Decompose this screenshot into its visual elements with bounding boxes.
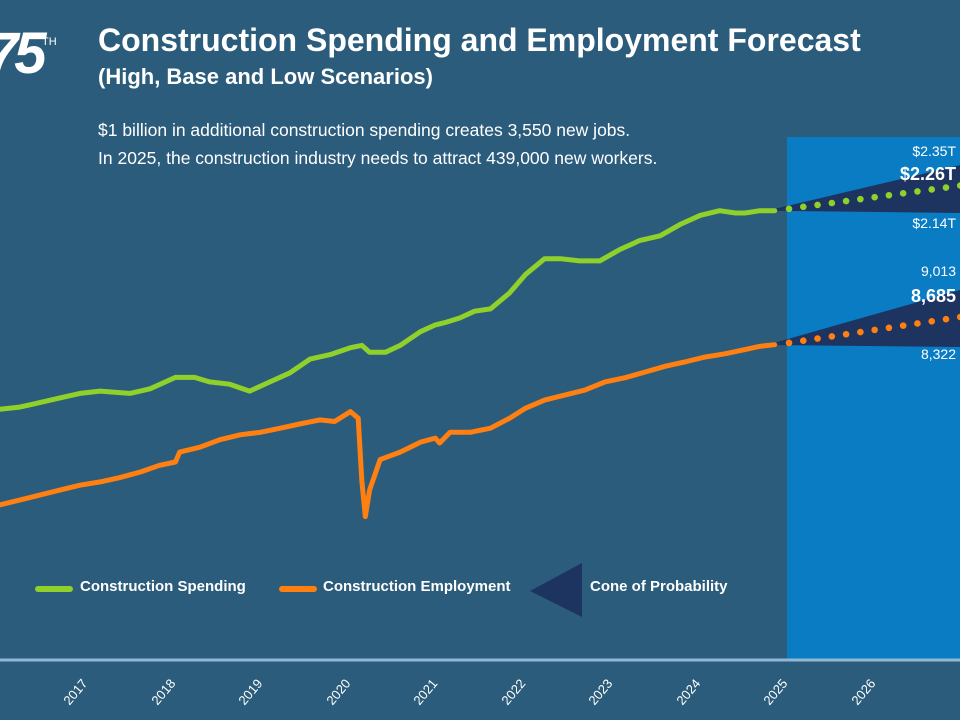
- forecast-dot: [857, 195, 864, 203]
- logo: 75: [0, 21, 46, 86]
- forecast-dot: [871, 193, 878, 201]
- forecast-dot: [928, 186, 936, 193]
- employment-high-label: 9,013: [920, 263, 956, 279]
- forecast-dot: [857, 328, 864, 336]
- spending-low-label: $2.14T: [912, 215, 956, 231]
- cone-of-probability: [766, 289, 960, 347]
- spending-base-label: $2.26T: [899, 164, 956, 184]
- note-line-1: $1 billion in additional construction sp…: [98, 120, 631, 140]
- note-line-2: In 2025, the construction industry needs…: [98, 148, 658, 168]
- chart-subtitle: (High, Base and Low Scenarios): [98, 64, 433, 89]
- spending-high-label: $2.35T: [912, 143, 956, 159]
- employment-base-label: 8,685: [910, 286, 956, 306]
- logo-superscript: TH: [42, 36, 57, 48]
- forecast-dot: [928, 318, 936, 325]
- forecast-dot: [785, 205, 793, 213]
- forecast-dot: [842, 330, 850, 338]
- forecast-dot: [799, 337, 807, 345]
- forecast-dot: [885, 324, 893, 332]
- forecast-dot: [785, 339, 793, 347]
- forecast-dot: [899, 190, 907, 197]
- forecast-dot: [842, 197, 850, 205]
- forecast-dot: [942, 315, 950, 323]
- forecast-dot: [799, 203, 807, 211]
- forecast-region: [787, 137, 960, 660]
- series-line-employment: [0, 342, 778, 520]
- chart-title: Construction Spending and Employment For…: [98, 22, 861, 58]
- forecast-dot: [828, 199, 836, 207]
- employment-low-label: 8,322: [920, 346, 956, 362]
- forecast-dot: [914, 320, 921, 327]
- forecast-dot: [814, 201, 821, 209]
- series-line-spending: [0, 208, 778, 412]
- forecast-dot: [956, 182, 960, 189]
- forecast-dot: [814, 335, 821, 342]
- forecast-dot: [956, 313, 960, 321]
- forecast-dot: [942, 184, 950, 191]
- forecast-dot: [914, 188, 921, 195]
- forecast-dot: [899, 322, 907, 329]
- cone-of-probability: [766, 165, 960, 213]
- forecast-dot: [885, 191, 893, 199]
- legend-swatch-cone: [530, 563, 582, 617]
- legend-spending: Construction Spending: [80, 578, 246, 595]
- legend-cone: Cone of Probability: [590, 578, 728, 595]
- legend-employment: Construction Employment: [323, 578, 511, 595]
- forecast-dot: [871, 326, 878, 334]
- forecast-dot: [828, 333, 836, 340]
